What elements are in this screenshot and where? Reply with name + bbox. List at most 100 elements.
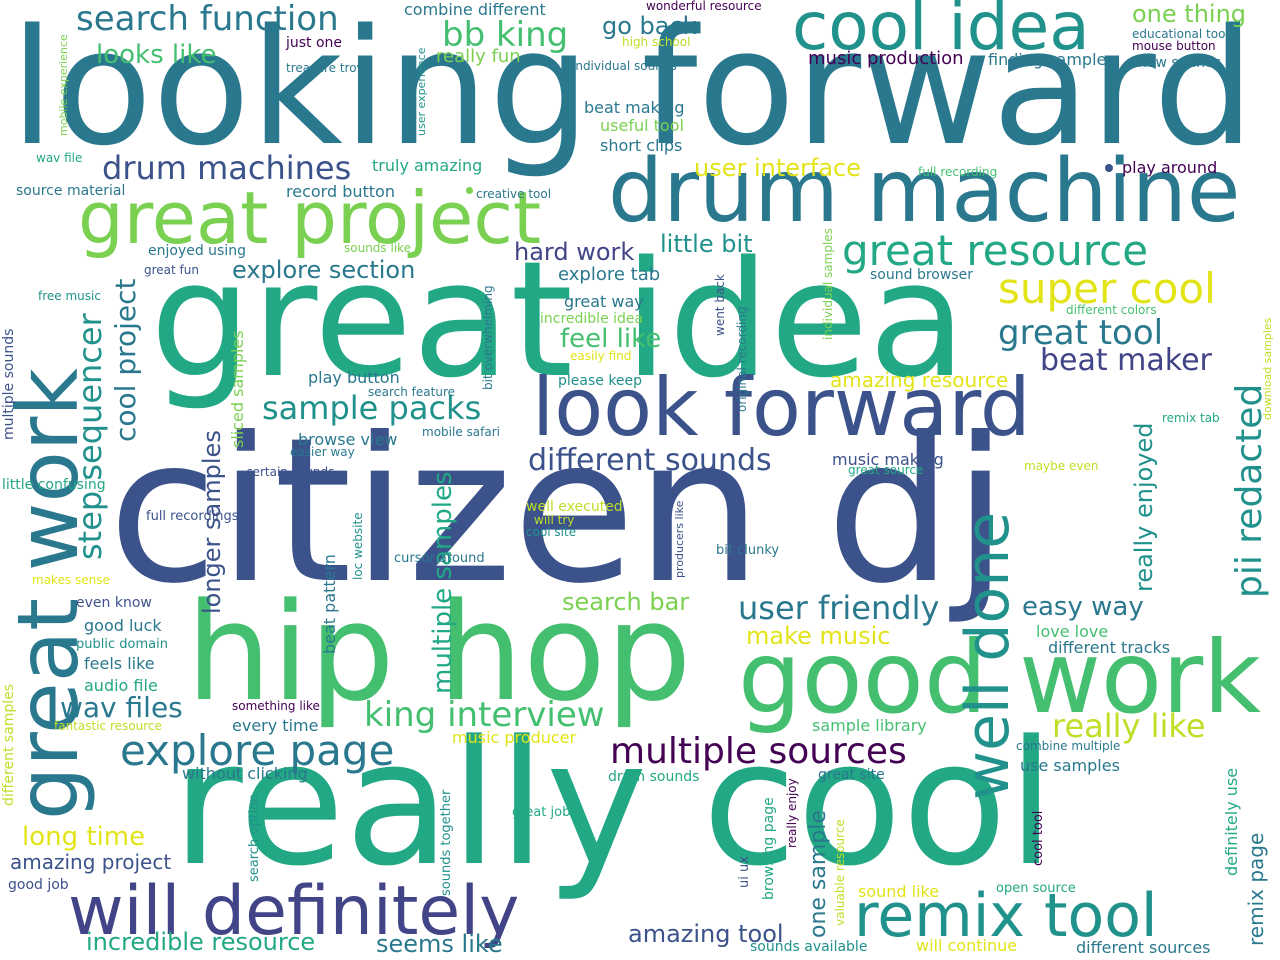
- word-drum-machine: drum machine: [608, 140, 1241, 242]
- word-combine-multiple: combine multiple: [1016, 739, 1121, 753]
- word-wav-file: wav file: [36, 151, 83, 165]
- word-really-fun: really fun: [436, 46, 521, 67]
- word-use-samples: use samples: [1020, 756, 1120, 775]
- word-incredible-idea: incredible idea: [540, 311, 644, 327]
- word-browse-view: browse view: [298, 430, 398, 449]
- word-short-clips: short clips: [600, 136, 683, 155]
- word-remix-page: remix page: [1244, 832, 1268, 946]
- word-great-project: great project: [78, 176, 542, 260]
- word-multiple-sounds: multiple sounds: [1, 328, 17, 440]
- word-valuable-resource: valuable resource: [833, 819, 847, 926]
- word-will-definitely: will definitely: [68, 872, 520, 951]
- word-play-around: play around: [1122, 158, 1218, 177]
- word-super-cool: super cool: [998, 264, 1216, 313]
- word-good-work: good work: [738, 619, 1262, 736]
- word-music-producer: music producer: [452, 728, 577, 747]
- word-free-music: free music: [38, 289, 101, 303]
- word-easily-find: easily find: [570, 349, 632, 363]
- word-sound-like: sound like: [858, 882, 940, 901]
- word-went-back: went back: [713, 274, 727, 336]
- word-amazing-project: amazing project: [10, 850, 172, 874]
- word-great-way: great way: [564, 292, 644, 311]
- word-producers-like: producers like: [673, 500, 686, 578]
- word-just-one: just one: [286, 35, 343, 51]
- word-full-recording: full recording: [918, 165, 998, 179]
- word-maybe-even: maybe even: [1024, 459, 1099, 473]
- word-multiple-sources: multiple sources: [610, 731, 907, 772]
- word-mobile-safari: mobile safari: [422, 425, 500, 439]
- word-cool-site: cool site: [526, 525, 577, 539]
- word-finding-samples: finding samples: [988, 50, 1115, 69]
- word-different-colors: different colors: [1066, 303, 1157, 317]
- word-love-love: love love: [1036, 622, 1109, 641]
- word-play-button: play button: [308, 368, 400, 387]
- word-even-know: even know: [76, 595, 152, 611]
- word-citizen-dj: citizen dj: [108, 395, 1009, 628]
- word-drum-sounds: drum sounds: [608, 769, 700, 785]
- word-individual-samples: individual samples: [821, 228, 835, 340]
- word-multiple-samples: multiple samples: [428, 471, 458, 694]
- word-looking-forward: looking forward: [10, 0, 1255, 181]
- word-bit-clunky: bit clunky: [716, 543, 780, 558]
- word-little-confusing: little confusing: [2, 477, 106, 493]
- word-remix-tool: remix tool: [854, 881, 1158, 951]
- word-ui-ux: ui ux: [737, 856, 752, 888]
- word-cloud-dot: [466, 187, 473, 194]
- word-useful-tool: useful tool: [600, 116, 684, 135]
- word-enjoyed-using: enjoyed using: [148, 243, 246, 259]
- word-different-sounds: different sounds: [528, 443, 772, 478]
- word-good-job: good job: [8, 877, 69, 893]
- word-search-bar: search bar: [562, 588, 690, 616]
- word-king-interview: king interview: [364, 695, 605, 735]
- word-one-sample: one sample: [806, 810, 831, 938]
- word-different-sources: different sources: [1076, 938, 1211, 957]
- word-step-sequencer: step sequencer: [71, 313, 109, 560]
- word-well-done: well done: [953, 511, 1023, 800]
- word-beat-making: beat making: [584, 98, 685, 117]
- word-definitely-use: definitely use: [1222, 767, 1241, 876]
- word-beat-maker: beat maker: [1040, 343, 1212, 378]
- word-loc-website: loc website: [351, 512, 365, 580]
- word-user-experience: user experience: [415, 47, 428, 136]
- word-individual-sounds: individual sounds: [572, 59, 677, 73]
- word-creative-tool: creative tool: [476, 187, 552, 201]
- word-please-keep: please keep: [558, 373, 643, 389]
- word-mobile-experience: mobile experience: [57, 34, 70, 136]
- word-sample-library: sample library: [812, 716, 927, 735]
- word-different-samples: different samples: [1, 683, 17, 806]
- word-sample-packs: sample packs: [262, 389, 482, 427]
- word-great-idea: great idea: [150, 226, 967, 413]
- word-amazing-resource: amazing resource: [830, 368, 1009, 392]
- word-search-function: search function: [76, 0, 339, 39]
- word-little-bit: little bit: [660, 230, 753, 258]
- word-something-like: something like: [232, 699, 320, 713]
- word-will-try: will try: [534, 513, 575, 527]
- word-full-recordings: full recordings: [146, 509, 239, 524]
- word-sounds-together: sounds together: [439, 789, 454, 896]
- word-music-making: music making: [832, 450, 944, 469]
- word-explore-page: explore page: [120, 726, 395, 775]
- word-make-music: make music: [746, 622, 891, 650]
- word-really-enjoy: really enjoy: [785, 778, 799, 848]
- word-user-interface: user interface: [694, 154, 862, 182]
- word-hip-hop: hip hop: [186, 574, 692, 731]
- word-combine-different: combine different: [404, 0, 546, 19]
- word-great-resource: great resource: [842, 226, 1149, 275]
- word-music-production: music production: [808, 48, 964, 69]
- word-easier-way: easier way: [290, 445, 355, 459]
- word-easy-way: easy way: [1022, 592, 1144, 622]
- word-audio-file: audio file: [84, 676, 158, 695]
- word-really-like: really like: [1052, 707, 1206, 745]
- word-one-thing: one thing: [1132, 0, 1247, 28]
- word-good-luck: good luck: [84, 616, 162, 635]
- word-treasure-trove: treasure trove: [286, 61, 372, 75]
- word-high-school: high school: [622, 35, 691, 49]
- word-wonderful-resource: wonderful resource: [646, 0, 762, 13]
- word-incredible-resource: incredible resource: [86, 928, 316, 956]
- word-bit-overwhelming: bit overwhelming: [481, 285, 495, 390]
- word-seems-like: seems like: [376, 930, 503, 958]
- word-browsing-page: browsing page: [761, 797, 777, 900]
- word-cursor-around: cursor around: [394, 551, 485, 566]
- word-looks-like: looks like: [96, 40, 217, 70]
- word-bb-king: bb king: [442, 15, 569, 55]
